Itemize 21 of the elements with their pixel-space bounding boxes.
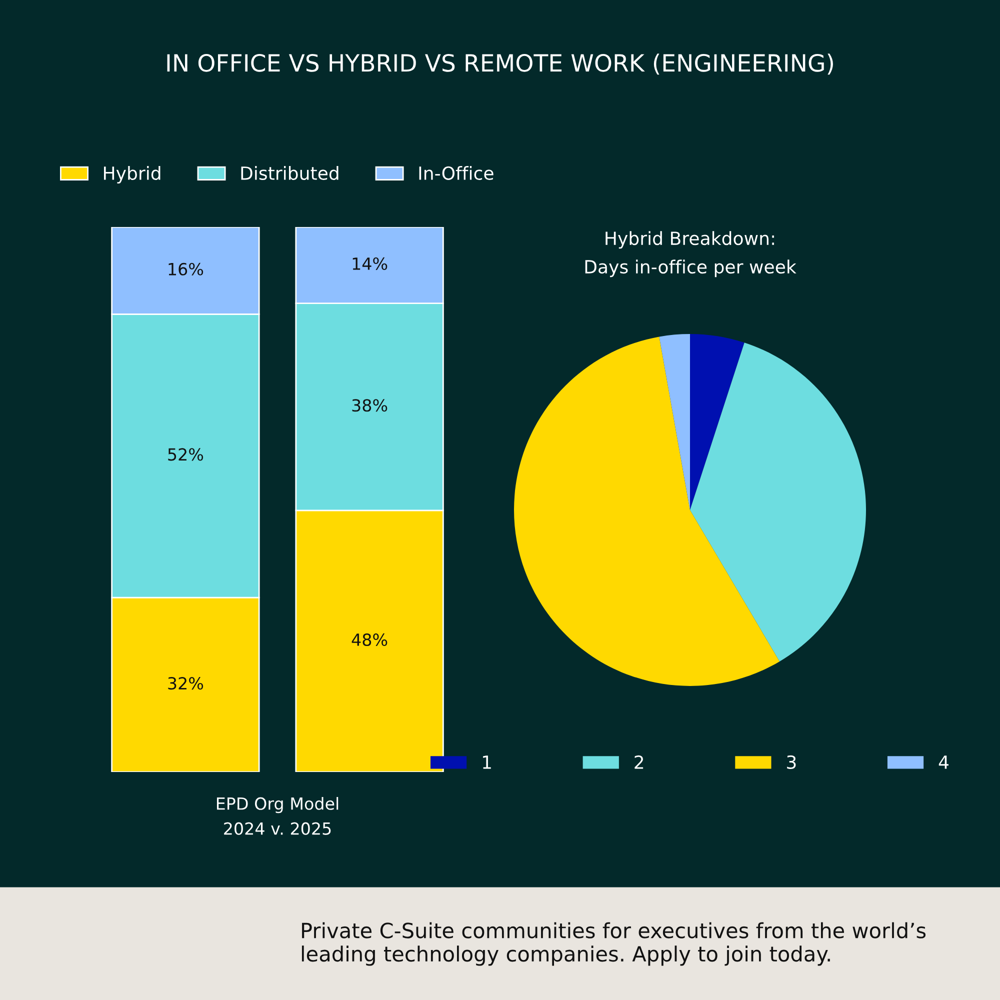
data-label: 32%	[168, 677, 204, 690]
chart-title: IN OFFICE VS HYBRID VS REMOTE WORK (ENGINEERING)	[167, 54, 833, 75]
data-label: 14%	[352, 257, 388, 270]
pie-slice	[659, 334, 690, 510]
pie-slice	[514, 336, 780, 686]
chart-title: Hybrid Breakdown: Days in-office per week	[585, 231, 796, 278]
pie-slice	[690, 342, 866, 662]
data-label: 16%	[168, 262, 204, 276]
x-axis-title: EPD Org Model 2024 v. 2025	[216, 797, 338, 835]
legend-label: 2	[634, 755, 644, 769]
text: Private C-Suite communities for executives from the world’s leading technology companies. Apply to join today.	[302, 922, 926, 966]
legend-label: 4	[938, 756, 948, 769]
legend-label: Distributed	[241, 166, 338, 180]
data-label: 52%	[168, 448, 204, 461]
data-label: 48%	[352, 633, 388, 646]
data-label: 38%	[352, 399, 388, 412]
legend-label: 1	[483, 756, 491, 769]
pie-slice	[690, 334, 744, 510]
legend-label: In-Office	[419, 166, 494, 180]
legend-label: 3	[787, 755, 796, 770]
legend-label: Hybrid	[104, 166, 160, 184]
